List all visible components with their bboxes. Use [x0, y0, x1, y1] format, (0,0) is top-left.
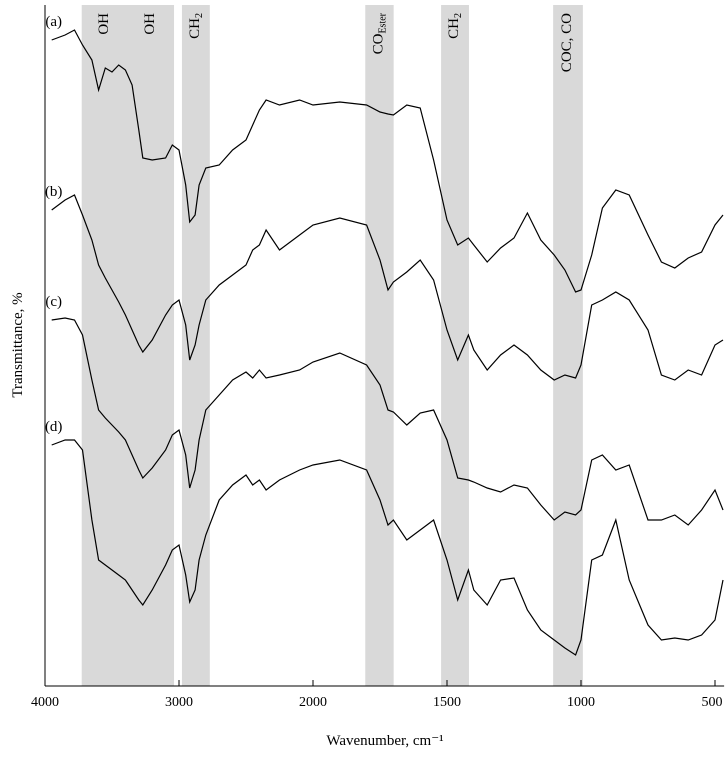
series-label: (d): [45, 419, 63, 435]
series-label: (b): [45, 184, 63, 200]
band-label-sub: Ester: [378, 12, 389, 33]
band: [553, 5, 583, 686]
y-axis-label: Transmittance, %: [10, 292, 26, 397]
x-tick-label: 4000: [31, 695, 59, 710]
band-label: OH: [96, 13, 112, 35]
spectrum-line: [51, 317, 724, 526]
x-tick-label: 2000: [299, 695, 327, 710]
band-label: COC, CO: [559, 13, 575, 72]
band-label: CH2: [187, 13, 205, 39]
x-tick-label: 3000: [165, 695, 193, 710]
band-label-text: CH: [446, 18, 462, 39]
spectrum-line: [51, 439, 724, 656]
spectrum-line: [51, 194, 724, 381]
x-tick-label: 1500: [433, 695, 461, 710]
band-label-sub: 2: [194, 13, 205, 18]
spectrum-line: [51, 29, 724, 293]
band-label-text: CH: [187, 18, 203, 39]
spectra: (a) (b) (c) (d): [45, 14, 724, 656]
series-label: (a): [45, 14, 62, 30]
band: [441, 5, 469, 686]
band-label-text: OH: [96, 13, 112, 35]
band-label-text: OH: [142, 13, 158, 35]
x-axis-label: Wavenumber, cm⁻¹: [326, 733, 443, 749]
band: [181, 5, 210, 686]
axes: 4000 3000 2000 1500 1000 500: [31, 5, 725, 710]
x-tick-label: 500: [702, 695, 723, 710]
band-label: COEster: [371, 12, 389, 54]
band-label-text: CO: [371, 33, 387, 54]
x-tick-label: 1000: [567, 695, 595, 710]
band-label-sub: 2: [453, 13, 464, 18]
band: [365, 5, 394, 686]
band-label: OH: [142, 13, 158, 35]
band: [81, 5, 175, 686]
band-label-text: COC, CO: [559, 13, 575, 72]
series-label: (c): [45, 294, 62, 310]
band-label: CH2: [446, 13, 464, 39]
